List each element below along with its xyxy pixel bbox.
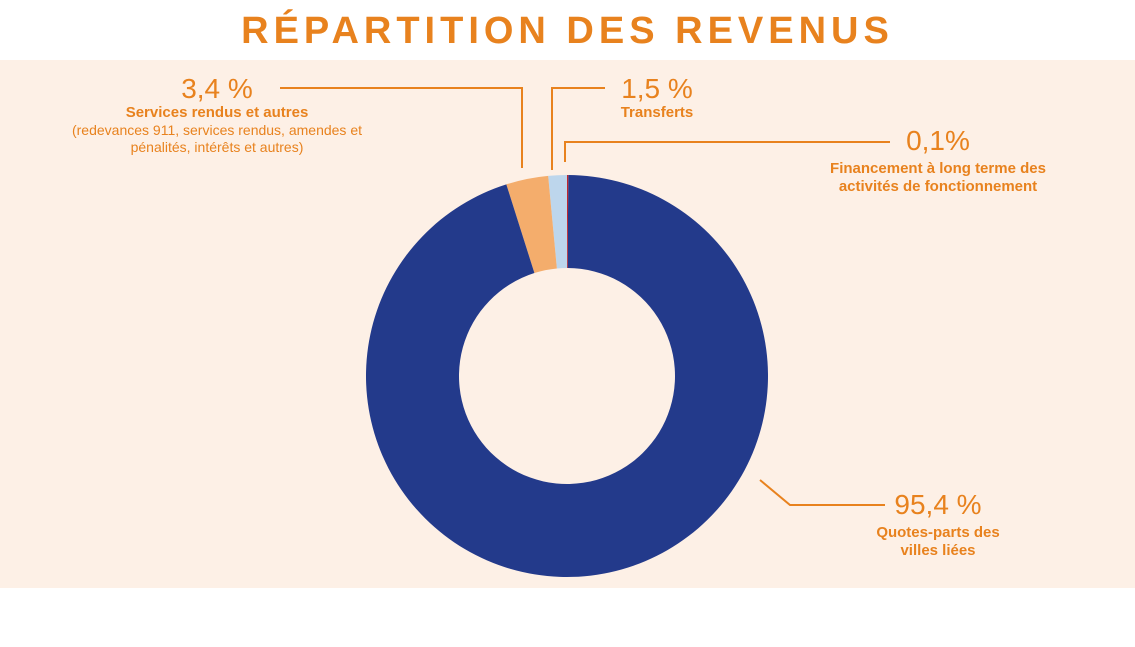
value-label: 95,4 % <box>894 489 982 520</box>
donut-slice <box>365 175 768 577</box>
value-label: 0,1% <box>906 125 970 156</box>
category-detail: (redevances 911, services rendus, amende… <box>71 122 362 155</box>
leader-line <box>551 87 605 170</box>
leader-lines <box>280 87 890 506</box>
donut-slice <box>548 175 567 269</box>
category-label: Transferts <box>620 104 694 121</box>
leader-line <box>564 141 890 162</box>
slice-label: 1,5 % Transferts <box>557 74 757 122</box>
donut-slice <box>506 175 557 274</box>
slice-label: 3,4 % Services rendus et autres (redevan… <box>57 74 377 156</box>
category-label: Financement à long terme des activités d… <box>830 160 1046 195</box>
slice-label: 0,1% Financement à long terme des activi… <box>813 126 1063 196</box>
leader-line <box>280 87 523 168</box>
category-label: Services rendus et autres <box>125 104 309 121</box>
leader-line <box>759 479 885 506</box>
category-label: Quotes-parts des villes liées <box>876 524 1000 559</box>
donut-slice <box>567 175 569 269</box>
value-label: 3,4 % <box>181 73 253 104</box>
value-label: 1,5 % <box>621 73 693 104</box>
chart-title: RÉPARTITION DES REVENUS <box>241 10 894 52</box>
slice-label: 95,4 % Quotes-parts des villes liées <box>863 490 1013 560</box>
